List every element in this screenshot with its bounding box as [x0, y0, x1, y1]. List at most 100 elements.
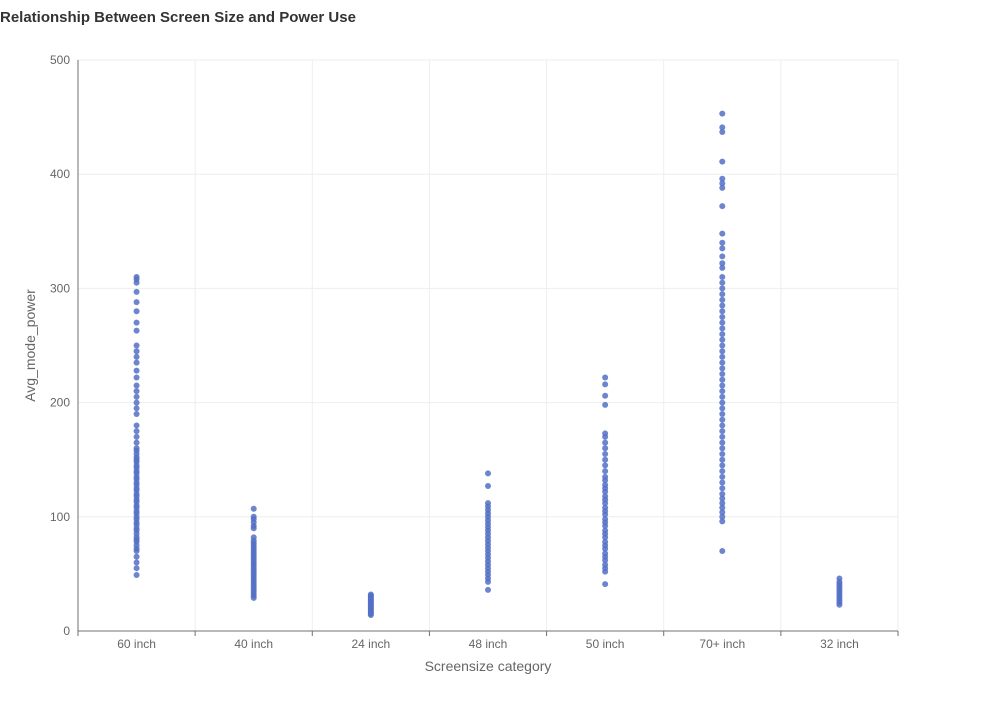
- data-point: [719, 325, 726, 332]
- data-point: [719, 253, 726, 260]
- data-point: [133, 405, 140, 412]
- data-point: [719, 371, 726, 378]
- data-point: [719, 128, 726, 135]
- data-point: [719, 393, 726, 400]
- data-point: [719, 230, 726, 237]
- data-point: [719, 428, 726, 435]
- data-point: [719, 500, 726, 507]
- data-point: [602, 462, 609, 469]
- data-point: [719, 264, 726, 271]
- data-point: [719, 509, 726, 516]
- x-tick-label: 40 inch: [234, 637, 273, 651]
- data-point: [602, 481, 609, 488]
- data-point: [133, 273, 140, 280]
- data-point: [133, 299, 140, 306]
- data-point: [602, 581, 609, 588]
- data-point: [719, 365, 726, 372]
- data-point: [719, 302, 726, 309]
- data-point: [602, 430, 609, 437]
- data-point: [602, 538, 609, 545]
- data-point: [719, 445, 726, 452]
- data-point: [719, 175, 726, 182]
- data-point: [133, 353, 140, 360]
- data-point: [719, 548, 726, 555]
- data-point: [719, 239, 726, 246]
- data-point: [133, 348, 140, 355]
- data-point: [133, 359, 140, 366]
- data-point: [719, 285, 726, 292]
- data-point: [602, 527, 609, 534]
- data-point: [602, 504, 609, 511]
- data-point: [719, 485, 726, 492]
- data-point: [719, 158, 726, 165]
- y-axis-label: Avg_mode_power: [22, 289, 38, 402]
- data-point: [602, 450, 609, 457]
- data-point: [719, 331, 726, 338]
- data-point: [836, 575, 843, 582]
- data-point: [719, 399, 726, 406]
- x-tick-label: 48 inch: [469, 637, 508, 651]
- data-point: [719, 439, 726, 446]
- data-point: [719, 342, 726, 349]
- data-points: [133, 110, 843, 619]
- data-point: [719, 473, 726, 480]
- data-point: [719, 353, 726, 360]
- x-axis-label: Screensize category: [425, 658, 552, 674]
- data-point: [719, 513, 726, 520]
- x-tick-label: 70+ inch: [699, 637, 745, 651]
- data-point: [250, 513, 257, 520]
- data-point: [602, 439, 609, 446]
- data-point: [133, 382, 140, 389]
- x-tick-label: 32 inch: [820, 637, 859, 651]
- data-point: [719, 479, 726, 486]
- data-point: [133, 342, 140, 349]
- data-point: [719, 468, 726, 475]
- data-point: [719, 504, 726, 511]
- data-point: [719, 260, 726, 267]
- data-point: [133, 308, 140, 315]
- data-point: [602, 392, 609, 399]
- data-point: [602, 381, 609, 388]
- data-point: [719, 124, 726, 131]
- data-point: [719, 388, 726, 395]
- data-point: [485, 500, 491, 507]
- data-point: [719, 450, 726, 457]
- data-point: [485, 470, 491, 477]
- data-point: [133, 388, 140, 395]
- data-point: [719, 382, 726, 389]
- data-point: [250, 505, 257, 512]
- data-point: [602, 473, 609, 480]
- data-point: [719, 180, 726, 187]
- data-point: [719, 422, 726, 429]
- data-point: [719, 348, 726, 355]
- y-tick-label: 0: [63, 624, 70, 638]
- data-point: [133, 559, 140, 566]
- data-point: [719, 518, 726, 525]
- data-point: [719, 203, 726, 210]
- data-point: [602, 445, 609, 452]
- data-point: [719, 245, 726, 252]
- data-point: [133, 411, 140, 418]
- data-point: [133, 327, 140, 334]
- y-tick-label: 200: [50, 396, 70, 410]
- data-point: [719, 405, 726, 412]
- data-point: [719, 411, 726, 418]
- data-point: [602, 374, 609, 381]
- data-point: [719, 291, 726, 298]
- data-point: [367, 591, 374, 598]
- data-point: [719, 110, 726, 117]
- data-point: [719, 279, 726, 286]
- chart-title: Relationship Between Screen Size and Pow…: [0, 9, 356, 26]
- data-point: [602, 516, 609, 523]
- data-point: [719, 456, 726, 463]
- data-point: [133, 319, 140, 326]
- data-point: [719, 462, 726, 469]
- y-tick-label: 100: [50, 510, 70, 524]
- y-tick-label: 400: [50, 167, 70, 181]
- data-point: [719, 273, 726, 280]
- data-point: [602, 401, 609, 408]
- data-point: [133, 565, 140, 572]
- data-point: [719, 308, 726, 315]
